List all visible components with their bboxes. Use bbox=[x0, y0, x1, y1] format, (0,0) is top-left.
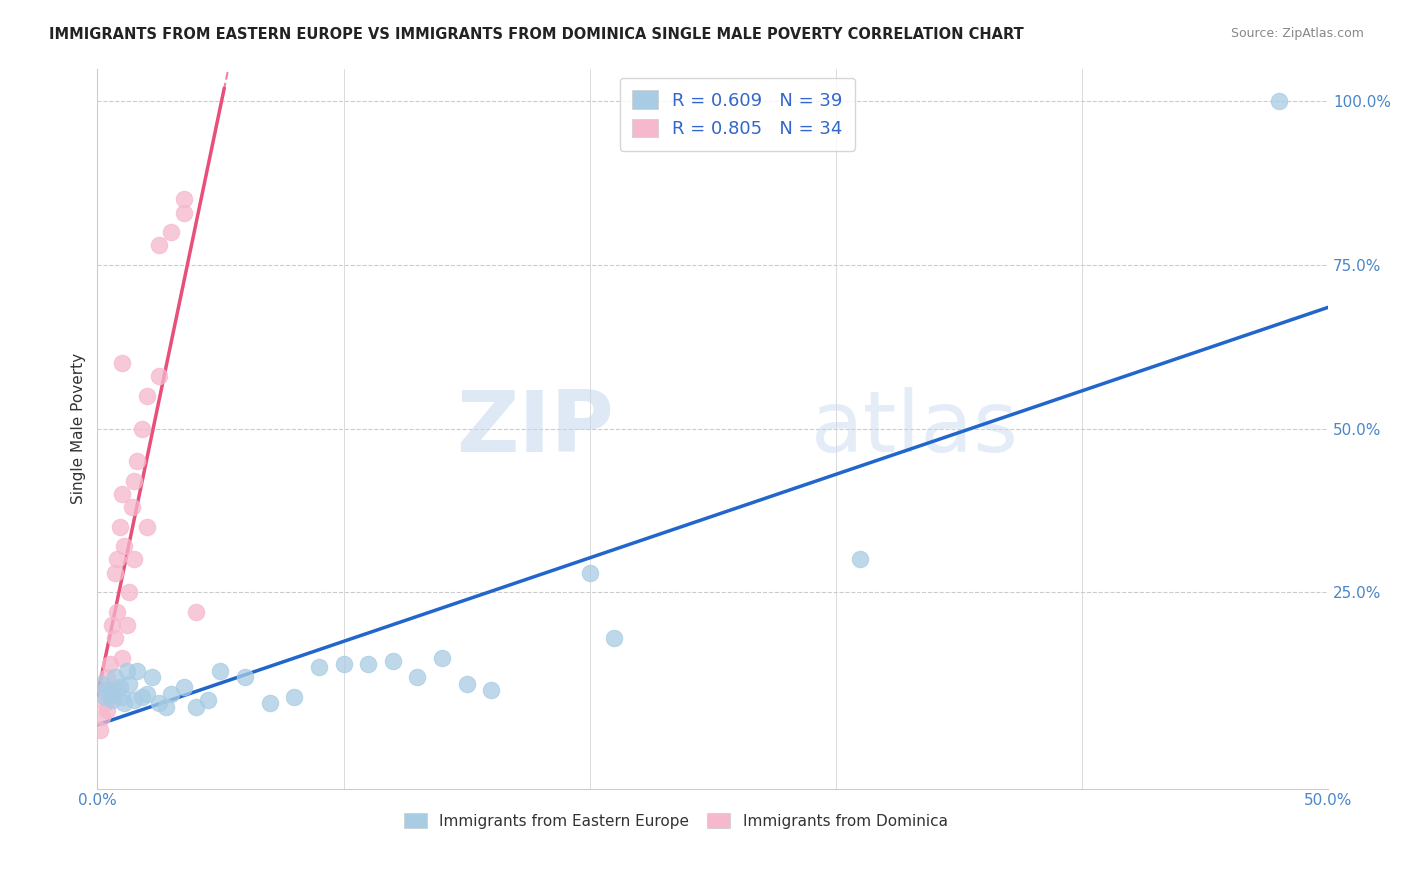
Point bbox=[125, 454, 148, 468]
Point bbox=[479, 683, 502, 698]
Point bbox=[101, 683, 124, 698]
Y-axis label: Single Male Poverty: Single Male Poverty bbox=[72, 353, 86, 504]
Point bbox=[111, 690, 134, 704]
Point bbox=[209, 664, 232, 678]
Point bbox=[406, 670, 429, 684]
Point bbox=[121, 500, 143, 514]
Point bbox=[332, 657, 354, 672]
Point bbox=[103, 670, 125, 684]
Point bbox=[118, 677, 141, 691]
Point bbox=[131, 421, 153, 435]
Point bbox=[96, 703, 118, 717]
Point bbox=[578, 566, 600, 580]
Point bbox=[430, 650, 453, 665]
Point bbox=[101, 693, 124, 707]
Point bbox=[103, 566, 125, 580]
Point bbox=[108, 519, 131, 533]
Point bbox=[101, 618, 124, 632]
Point bbox=[603, 631, 626, 645]
Point bbox=[173, 205, 195, 219]
Point bbox=[112, 539, 135, 553]
Point bbox=[98, 690, 121, 704]
Point bbox=[233, 670, 256, 684]
Point bbox=[115, 618, 138, 632]
Point bbox=[93, 690, 115, 704]
Point bbox=[160, 225, 183, 239]
Point bbox=[148, 369, 170, 384]
Point bbox=[173, 193, 195, 207]
Point bbox=[111, 356, 134, 370]
Point bbox=[105, 683, 128, 698]
Point bbox=[135, 519, 157, 533]
Point bbox=[135, 687, 157, 701]
Point bbox=[98, 657, 121, 672]
Point bbox=[89, 723, 111, 737]
Point bbox=[148, 238, 170, 252]
Point bbox=[105, 605, 128, 619]
Legend: Immigrants from Eastern Europe, Immigrants from Dominica: Immigrants from Eastern Europe, Immigran… bbox=[398, 807, 953, 835]
Point bbox=[124, 474, 146, 488]
Point bbox=[1268, 95, 1291, 109]
Point bbox=[125, 664, 148, 678]
Point bbox=[124, 693, 146, 707]
Point bbox=[98, 687, 121, 701]
Text: atlas: atlas bbox=[811, 387, 1019, 470]
Point bbox=[283, 690, 305, 704]
Point bbox=[91, 709, 114, 723]
Point bbox=[112, 697, 135, 711]
Point bbox=[184, 699, 207, 714]
Point bbox=[308, 660, 330, 674]
Point bbox=[96, 683, 118, 698]
Point bbox=[93, 683, 115, 698]
Point bbox=[111, 487, 134, 501]
Point bbox=[103, 631, 125, 645]
Point bbox=[148, 697, 170, 711]
Point bbox=[141, 670, 163, 684]
Point bbox=[91, 677, 114, 691]
Point bbox=[131, 690, 153, 704]
Text: IMMIGRANTS FROM EASTERN EUROPE VS IMMIGRANTS FROM DOMINICA SINGLE MALE POVERTY C: IMMIGRANTS FROM EASTERN EUROPE VS IMMIGR… bbox=[49, 27, 1024, 42]
Point bbox=[93, 697, 115, 711]
Point bbox=[96, 670, 118, 684]
Point bbox=[105, 552, 128, 566]
Point bbox=[111, 650, 134, 665]
Text: Source: ZipAtlas.com: Source: ZipAtlas.com bbox=[1230, 27, 1364, 40]
Point bbox=[118, 585, 141, 599]
Point bbox=[849, 552, 872, 566]
Point bbox=[197, 693, 219, 707]
Point bbox=[173, 680, 195, 694]
Point bbox=[155, 699, 177, 714]
Point bbox=[381, 654, 404, 668]
Text: ZIP: ZIP bbox=[457, 387, 614, 470]
Point bbox=[115, 664, 138, 678]
Point bbox=[259, 697, 281, 711]
Point bbox=[456, 677, 478, 691]
Point bbox=[124, 552, 146, 566]
Point bbox=[160, 687, 183, 701]
Point bbox=[184, 605, 207, 619]
Point bbox=[135, 389, 157, 403]
Point bbox=[357, 657, 380, 672]
Point bbox=[108, 680, 131, 694]
